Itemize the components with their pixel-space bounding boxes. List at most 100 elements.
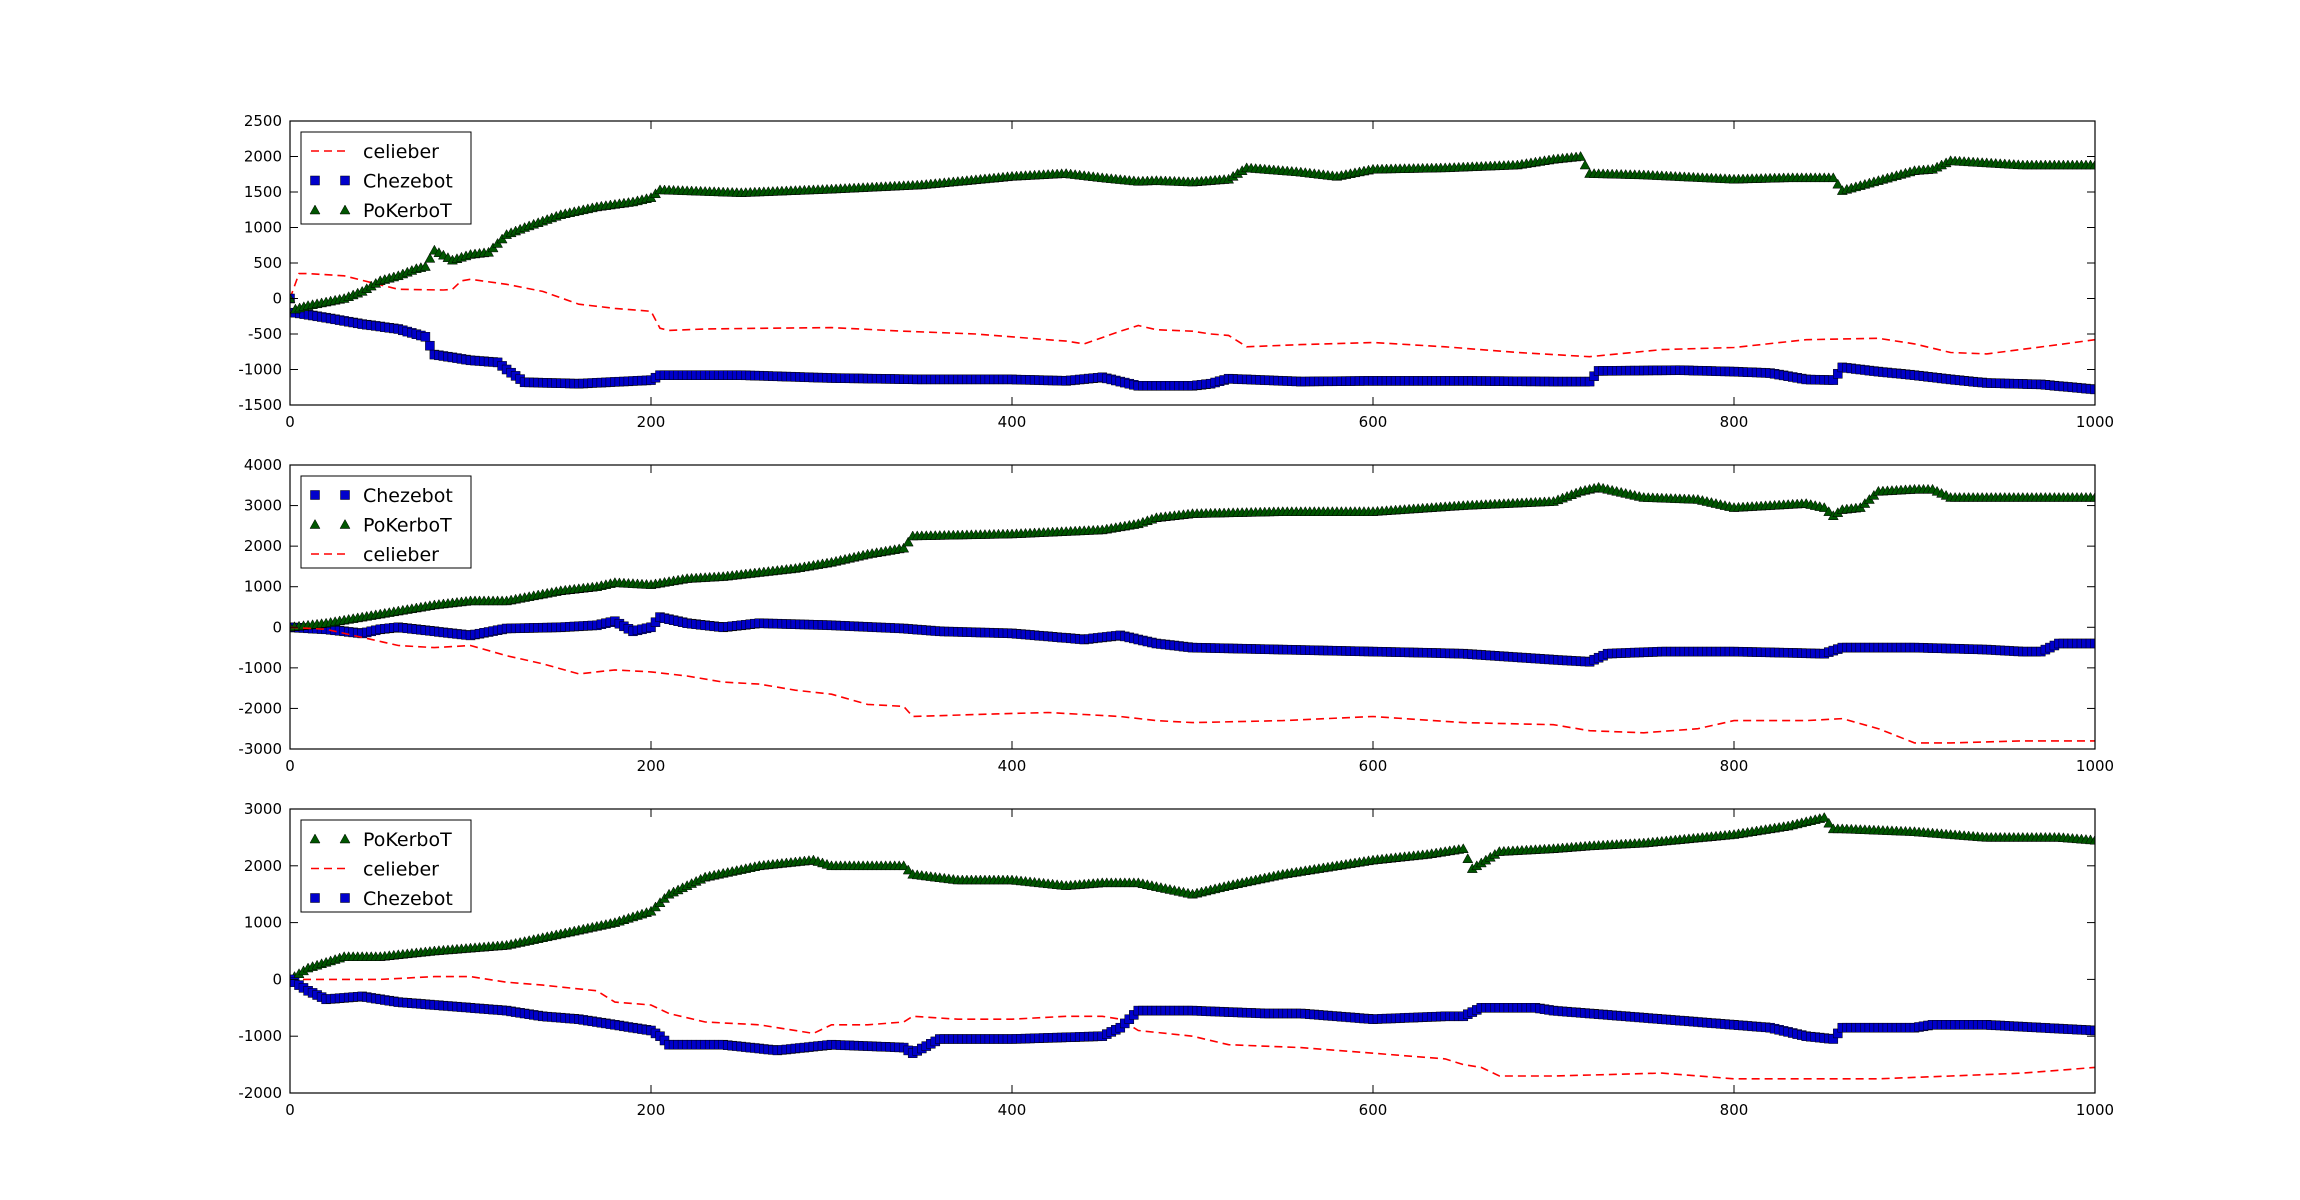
x-tick-label: 600 bbox=[1359, 413, 1388, 431]
data-point bbox=[902, 864, 914, 875]
legend-box bbox=[300, 131, 472, 225]
series-Chezebot bbox=[290, 612, 2095, 667]
x-tick-label: 200 bbox=[637, 757, 666, 775]
data-point bbox=[2090, 1025, 2095, 1036]
plot-area bbox=[290, 812, 2095, 1080]
x-tick-label: 600 bbox=[1359, 757, 1388, 775]
legend-entry-Chezebot: Chezebot bbox=[310, 888, 453, 910]
y-tick-label: 0 bbox=[272, 618, 282, 636]
legend-box bbox=[300, 819, 472, 913]
legend-label: PoKerboT bbox=[363, 515, 452, 537]
y-tick-label: -500 bbox=[248, 325, 282, 343]
x-tick-label: 400 bbox=[998, 413, 1027, 431]
data-point bbox=[898, 860, 910, 871]
x-tick-label: 600 bbox=[1359, 1101, 1388, 1119]
y-tick-label: 1000 bbox=[244, 219, 282, 237]
x-tick-label: 1000 bbox=[2076, 1101, 2114, 1119]
legend-entry-celieber: celieber bbox=[311, 544, 439, 566]
data-point bbox=[1823, 506, 1835, 516]
legend-entry-celieber: celieber bbox=[311, 141, 439, 163]
data-point bbox=[1457, 843, 1469, 854]
x-tick-label: 0 bbox=[285, 1101, 295, 1119]
legend-entry-PoKerboT: PoKerboT bbox=[309, 829, 452, 851]
y-tick-label: 4000 bbox=[244, 456, 282, 474]
chart-panel-3: 0 200 400 600 800 1000 -2000 -1000 0 1000 2000 3000… bbox=[238, 800, 2114, 1119]
legend: Chezebot PoKerboT celieber bbox=[300, 475, 472, 569]
data-point bbox=[425, 340, 435, 351]
axes-frame bbox=[289, 120, 2096, 406]
legend-entry-PoKerboT: PoKerboT bbox=[309, 200, 452, 222]
legend-entry-PoKerboT: PoKerboT bbox=[309, 515, 452, 537]
y-tick-label: 3000 bbox=[244, 800, 282, 818]
series-PoKerboT bbox=[290, 812, 2095, 984]
data-point bbox=[1575, 150, 1586, 161]
legend-swatch bbox=[339, 204, 351, 215]
series-line-celieber bbox=[290, 626, 2095, 744]
y-tick-label: 1000 bbox=[244, 578, 282, 596]
series-line-celieber bbox=[290, 975, 2095, 1080]
data-point bbox=[1579, 159, 1591, 170]
series-Chezebot bbox=[290, 974, 2095, 1058]
chart-panel-1: 0 200 400 600 800 1000 -1500 -1000 -500 0 500 1000 1… bbox=[238, 112, 2114, 431]
data-point bbox=[2089, 834, 2095, 845]
axes-frame bbox=[289, 464, 2096, 750]
series-line-celieber bbox=[290, 272, 2095, 358]
data-point bbox=[2090, 384, 2095, 395]
data-point bbox=[2089, 159, 2095, 170]
y-tick-label: -2000 bbox=[238, 1084, 282, 1102]
legend-swatch bbox=[310, 490, 320, 500]
legend-swatch bbox=[340, 490, 350, 500]
axes-frame bbox=[289, 808, 2096, 1094]
x-tick-label: 200 bbox=[637, 1101, 666, 1119]
x-tick-label: 0 bbox=[285, 413, 295, 431]
legend-label: PoKerboT bbox=[363, 200, 452, 222]
legend-swatch bbox=[340, 175, 350, 186]
legend-label: celieber bbox=[363, 859, 439, 881]
plot-area bbox=[290, 481, 2095, 744]
y-tick-label: 2000 bbox=[244, 857, 282, 875]
series-celieber bbox=[290, 975, 2095, 1080]
y-tick-label: 2000 bbox=[244, 537, 282, 555]
data-point bbox=[1823, 817, 1835, 828]
data-point bbox=[2089, 491, 2095, 502]
legend-swatch bbox=[310, 893, 320, 903]
data-point bbox=[1462, 853, 1474, 863]
y-tick-label: 0 bbox=[272, 970, 282, 988]
y-tick-label: -1000 bbox=[238, 659, 282, 677]
legend-entry-Chezebot: Chezebot bbox=[310, 171, 453, 193]
legend-swatch bbox=[339, 833, 351, 844]
y-tick-label: 3000 bbox=[244, 497, 282, 515]
legend-entry-Chezebot: Chezebot bbox=[310, 485, 453, 507]
legend-box bbox=[300, 475, 472, 569]
data-point bbox=[424, 252, 436, 263]
x-tick-label: 800 bbox=[1720, 413, 1749, 431]
legend-label: celieber bbox=[363, 544, 439, 566]
legend-swatch bbox=[309, 518, 321, 529]
y-tick-label: -2000 bbox=[238, 699, 282, 717]
x-tick-label: 400 bbox=[998, 757, 1027, 775]
y-tick-label: -1000 bbox=[238, 361, 282, 379]
data-point bbox=[1832, 178, 1844, 189]
legend-swatch bbox=[340, 893, 350, 903]
y-tick-label: 500 bbox=[253, 254, 282, 272]
data-point bbox=[1818, 502, 1830, 512]
data-point bbox=[420, 332, 431, 342]
y-tick-label: 1000 bbox=[244, 914, 282, 932]
legend-label: Chezebot bbox=[363, 171, 453, 193]
legend-swatch bbox=[309, 204, 321, 215]
x-tick-label: 1000 bbox=[2076, 757, 2114, 775]
data-point bbox=[1827, 172, 1839, 183]
legend: PoKerboT celieber Chezebot bbox=[300, 819, 472, 913]
x-tick-label: 400 bbox=[998, 1101, 1027, 1119]
legend-label: Chezebot bbox=[363, 888, 453, 910]
x-tick-label: 200 bbox=[637, 413, 666, 431]
y-tick-label: 2000 bbox=[244, 148, 282, 166]
y-tick-label: 1500 bbox=[244, 183, 282, 201]
x-tick-label: 800 bbox=[1720, 1101, 1749, 1119]
legend-swatch bbox=[310, 175, 320, 186]
legend-entry-celieber: celieber bbox=[311, 859, 439, 881]
y-tick-label: -1500 bbox=[238, 396, 282, 414]
data-point bbox=[902, 536, 914, 547]
legend-label: PoKerboT bbox=[363, 829, 452, 851]
